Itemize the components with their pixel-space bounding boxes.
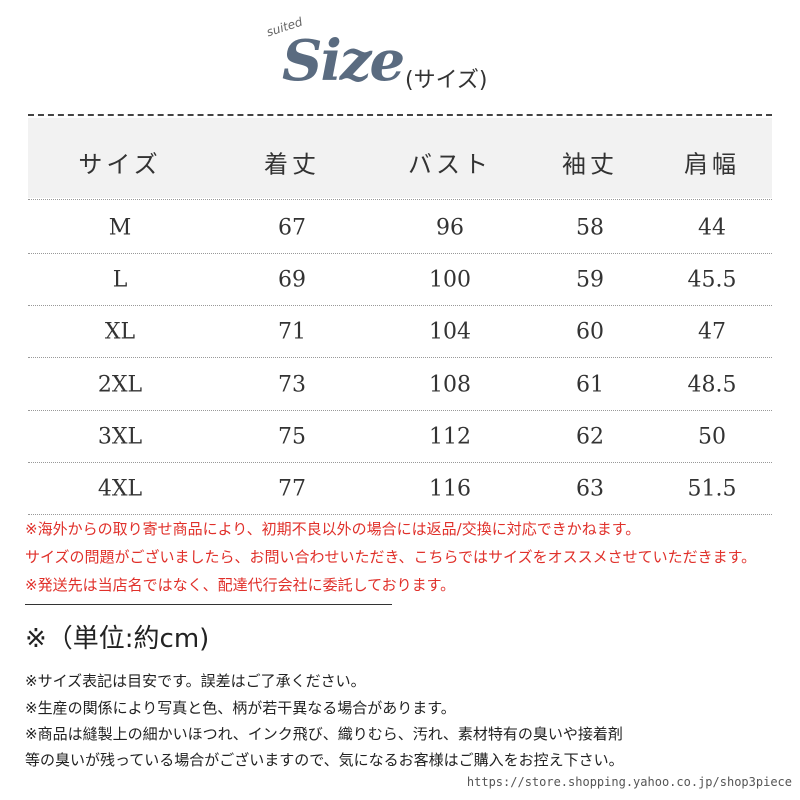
row-separator <box>28 409 772 411</box>
table-cell: 112 <box>429 424 471 450</box>
table-cell: 3XL <box>97 424 143 450</box>
unit-label: ※（単位:約cm) <box>25 624 210 654</box>
column-header: 袖丈 <box>562 150 618 179</box>
table-cell: 48.5 <box>687 372 737 398</box>
table-cell: 73 <box>278 372 306 398</box>
table-cell: 75 <box>278 424 306 450</box>
row-separator <box>28 253 772 254</box>
row-separator <box>28 199 772 200</box>
red-note: ※海外からの取り寄せ商品により、初期不良以外の場合には返品/交換に対応できかねま… <box>25 520 641 538</box>
table-cell: M <box>108 215 132 241</box>
table-cell: 45.5 <box>687 267 737 293</box>
table-cell: 61 <box>576 372 604 398</box>
red-note: ※発送先は当店名ではなく、配達代行会社に委託しております。 <box>25 576 456 594</box>
note: ※サイズ表記は目安です。誤差はご了承ください。 <box>25 672 366 690</box>
table-cell: 47 <box>698 319 726 345</box>
table-cell: 77 <box>278 476 306 502</box>
logo: Size <box>282 28 405 94</box>
row-separator <box>28 357 772 359</box>
url: https://store.shopping.yahoo.co.jp/shop3… <box>466 775 792 789</box>
table-cell: 50 <box>698 424 726 450</box>
table-cell: 108 <box>429 372 471 398</box>
table-cell: 58 <box>576 215 604 241</box>
table-header-bg <box>28 118 772 198</box>
table-cell: 71 <box>278 319 306 345</box>
table-cell: 96 <box>436 215 464 241</box>
table-cell: 62 <box>576 424 604 450</box>
table-cell: 67 <box>278 215 306 241</box>
table-cell: XL <box>104 319 136 345</box>
table-cell: 2XL <box>97 372 143 398</box>
row-separator <box>28 514 772 515</box>
table-cell: 100 <box>429 267 471 293</box>
note: ※生産の関係により写真と色、柄が若干異なる場合があります。 <box>25 699 456 717</box>
column-header: 着丈 <box>264 150 320 179</box>
table-cell: 63 <box>576 476 604 502</box>
divider <box>28 114 772 116</box>
table-cell: 51.5 <box>687 476 737 502</box>
table-cell: 4XL <box>97 476 143 502</box>
table-cell: 104 <box>429 319 471 345</box>
table-cell: 60 <box>576 319 604 345</box>
note: ※商品は縫製上の細かいほつれ、インク飛び、織りむら、汚れ、素材特有の臭いや接着剤 <box>25 725 623 743</box>
logo-subtitle: (サイズ) <box>405 68 488 93</box>
note: 等の臭いが残っている場合がございますので、気になるお客様はご購入をお控え下さい。 <box>25 751 624 769</box>
table-cell: 59 <box>576 267 604 293</box>
table-cell: L <box>112 267 128 293</box>
column-header: バスト <box>408 150 492 179</box>
divider <box>25 604 392 605</box>
row-separator <box>28 305 772 307</box>
table-cell: 44 <box>698 215 726 241</box>
row-separator <box>28 461 772 463</box>
table-cell: 116 <box>429 476 471 502</box>
table-cell: 69 <box>278 267 306 293</box>
column-header: 肩幅 <box>684 150 740 179</box>
column-header: サイズ <box>78 150 162 179</box>
red-note: サイズの問題がございましたら、お問い合わせいただき、こちらではサイズをオススメさ… <box>25 548 757 566</box>
